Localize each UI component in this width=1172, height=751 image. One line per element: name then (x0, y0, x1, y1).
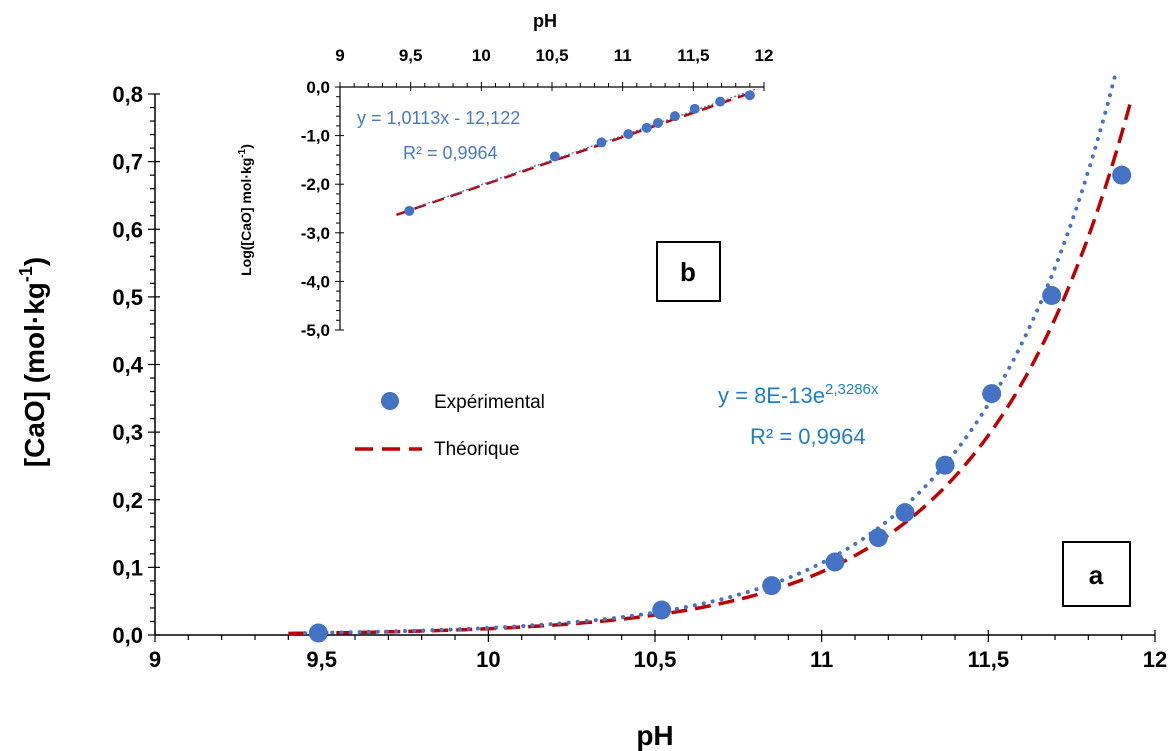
main-chart-a: 9 9,5 10 10,5 11 11,5 12 0,0 0,1 0,2 0,3 0,4 0,5 0,6 0… (16, 74, 1167, 751)
main-experimental-series (308, 165, 1132, 643)
inset-data-point (596, 137, 607, 148)
main-x-tick-label: 9 (149, 647, 161, 672)
inset-data-point (744, 90, 755, 101)
main-y-tick-label: 0,0 (112, 623, 143, 648)
panel-label-b: b (680, 257, 696, 287)
inset-trendline-r2: R² = 0,9964 (403, 143, 498, 163)
inset-x-tick-label: 12 (755, 46, 774, 65)
inset-data-point (623, 129, 634, 140)
panel-label-box-a (1062, 541, 1131, 607)
main-y-axis-title: [CaO] (mol·kg-1) (16, 257, 50, 467)
inset-experimental-series (404, 90, 755, 216)
legend-marker-experimental (381, 392, 399, 410)
main-y-tick-label: 0,2 (112, 488, 143, 513)
inset-data-point (549, 151, 560, 162)
inset-y-axis-title: Log([CaO] mol·kg-1) (237, 144, 254, 276)
legend: Expérimental Théorique (355, 392, 545, 460)
inset-trendline-line (409, 88, 758, 211)
main-x-tick-label: 11,5 (968, 647, 1010, 672)
inset-data-point (689, 103, 700, 114)
main-y-tick-label: 0,6 (112, 217, 143, 242)
legend-label-experimental: Expérimental (434, 392, 545, 413)
inset-x-tick-label: 11 (614, 46, 632, 65)
inset-chart-b: 9 9,5 10 10,5 11 11,5 12 0,0 -1,0 -2,0 -3,0 -4,0 -5,… (237, 11, 773, 340)
inset-data-point (404, 205, 415, 216)
main-data-point (1042, 286, 1062, 306)
main-data-point (762, 576, 782, 596)
main-x-tick-label: 12 (1143, 647, 1167, 672)
inset-y-tick-label: 0,0 (306, 78, 330, 97)
inset-x-tick-label: 9,5 (399, 46, 423, 65)
main-theoretical-line (288, 97, 1134, 636)
main-data-point (1112, 165, 1132, 185)
main-trendline-line (303, 74, 1117, 636)
main-x-tick-label: 9,5 (306, 647, 337, 672)
inset-data-point (669, 111, 680, 122)
inset-x-tick-label: 10,5 (535, 46, 568, 65)
inset-data-point (653, 117, 663, 128)
main-data-point (982, 384, 1002, 404)
inset-data-point (641, 122, 652, 133)
inset-x-axis-title: pH (533, 11, 557, 31)
main-x-tick-label: 10,5 (634, 647, 677, 672)
main-theoretical-series (288, 97, 1134, 636)
main-x-axis-title: pH (636, 720, 673, 751)
inset-y-tick-label: -1,0 (301, 127, 330, 146)
panel-label-a: a (1089, 560, 1104, 590)
main-x-tick-label: 11 (810, 647, 833, 672)
inset-x-tick-label: 11,5 (677, 46, 709, 65)
inset-y-tick-label: -3,0 (301, 224, 330, 243)
main-y-tick-label: 0,3 (112, 420, 143, 445)
main-data-point (308, 623, 328, 643)
legend-label-theoretical: Théorique (434, 439, 520, 460)
main-trendline-r2: R² = 0,9964 (750, 424, 866, 449)
main-data-point (652, 600, 672, 620)
main-y-tick-label: 0,1 (112, 555, 143, 580)
inset-y-tick-label: -4,0 (301, 272, 330, 291)
inset-axes: 9 9,5 10 10,5 11 11,5 12 0,0 -1,0 -2,0 -3,0 -4,0 -5,… (301, 46, 774, 340)
main-y-tick-label: 0,4 (112, 353, 143, 378)
panel-label-box-b (656, 241, 721, 302)
main-x-tick-label: 10 (476, 647, 500, 672)
main-axes: 9 9,5 10 10,5 11 11,5 12 0,0 0,1 0,2 0,3 0,4 0,5 0,6 0… (112, 82, 1167, 672)
main-data-point (935, 455, 955, 475)
main-y-tick-label: 0,7 (112, 150, 143, 175)
inset-data-point (715, 96, 726, 107)
inset-trendline-equation: y = 1,0113x - 12,122 (357, 108, 520, 128)
main-data-point (868, 528, 888, 548)
inset-trendline (409, 88, 758, 211)
inset-x-tick-label: 9 (335, 46, 344, 65)
inset-y-tick-label: -5,0 (301, 321, 330, 340)
inset-x-tick-label: 10 (472, 46, 491, 65)
main-trendline-equation: y = 8E-13e2,3286x (718, 381, 879, 408)
main-data-point (825, 552, 845, 572)
main-data-point (895, 503, 915, 523)
main-trendline (303, 74, 1117, 636)
main-y-tick-label: 0,8 (112, 82, 143, 107)
main-y-tick-label: 0,5 (112, 285, 143, 310)
inset-y-tick-label: -2,0 (301, 175, 330, 194)
